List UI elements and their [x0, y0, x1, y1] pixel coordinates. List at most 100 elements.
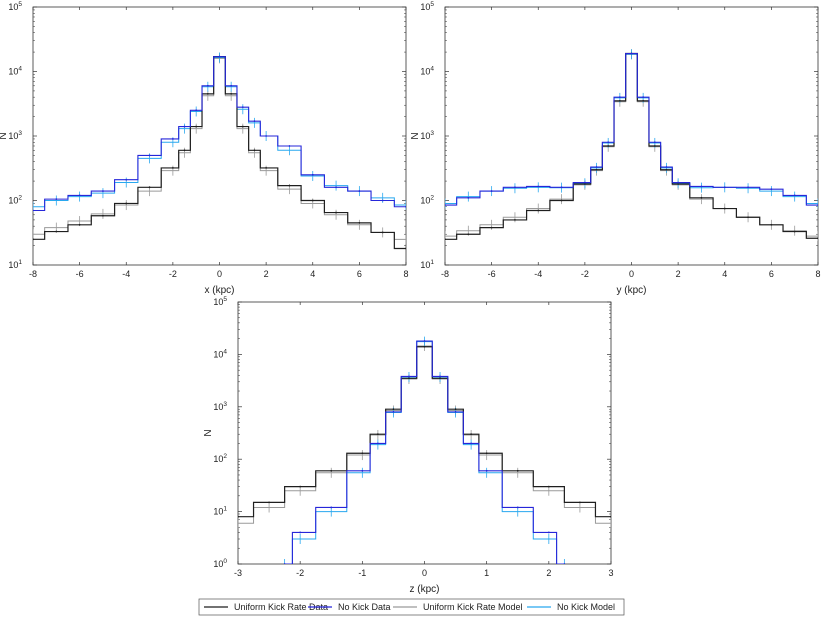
- data-point-nokick-data: [361, 469, 364, 472]
- data-point-uniform-data: [268, 501, 270, 504]
- data-point-uniform-data: [241, 125, 244, 128]
- data-point-uniform-data: [361, 452, 364, 455]
- data-point-uniform-data: [445, 238, 446, 241]
- y-tick-exponent: 4: [18, 66, 22, 73]
- data-point-nokick-data: [125, 178, 128, 181]
- y-tick-exponent: 2: [430, 195, 434, 202]
- data-point-uniform-data: [454, 408, 457, 411]
- data-point-nokick-data: [241, 106, 244, 109]
- data-point-uniform-data: [665, 168, 668, 171]
- y-tick-base: 10: [420, 260, 430, 270]
- y-tick-label: 103: [8, 130, 22, 141]
- data-point-uniform-data: [439, 377, 441, 380]
- x-tick-label: 2: [546, 568, 551, 578]
- y-tick-label: 104: [8, 66, 22, 77]
- data-point-nokick-data: [560, 186, 563, 189]
- data-point-uniform-data: [516, 469, 519, 472]
- data-point-uniform-data: [311, 199, 314, 202]
- data-point-nokick-data: [595, 166, 598, 168]
- data-point-uniform-data: [265, 167, 268, 169]
- data-point-nokick-data: [583, 181, 586, 184]
- data-point-nokick-data: [230, 84, 233, 87]
- x-tick-label: -1: [358, 568, 366, 578]
- data-point-uniform-data: [677, 183, 680, 185]
- data-point-nokick-data: [547, 531, 550, 534]
- y-tick-label: 102: [420, 195, 434, 206]
- x-tick-label: 0: [629, 269, 634, 279]
- y-tick-base: 10: [8, 260, 18, 270]
- data-point-uniform-data: [125, 202, 128, 205]
- data-point-uniform-data: [618, 100, 621, 102]
- data-point-uniform-data: [33, 238, 34, 241]
- data-point-nokick-data: [408, 375, 410, 378]
- data-point-uniform-data: [490, 226, 493, 229]
- y-tick-base: 10: [8, 2, 18, 12]
- y-tick-label: 105: [420, 1, 434, 12]
- y-tick-label: 102: [8, 195, 22, 206]
- data-point-uniform-data: [238, 515, 239, 518]
- x-tick-label: -4: [122, 269, 130, 279]
- data-point-uniform-data: [330, 469, 333, 472]
- y-axis-label: N: [0, 132, 9, 139]
- data-point-nokick-data: [563, 563, 566, 564]
- data-point-uniform-data: [392, 408, 395, 411]
- data-point-nokick-data: [253, 120, 256, 123]
- data-point-nokick-data: [514, 186, 516, 189]
- x-axis-label: y (kpc): [617, 285, 647, 296]
- x-tick-label: 2: [676, 269, 681, 279]
- data-point-nokick-data: [265, 135, 268, 137]
- y-tick-exponent: 4: [223, 348, 227, 355]
- y-tick-exponent: 1: [223, 506, 227, 513]
- data-point-uniform-data: [405, 247, 406, 250]
- legend-label: Uniform Kick Rate Model: [423, 602, 523, 612]
- legend: Uniform Kick Rate Data No Kick Data Unifor…: [198, 598, 625, 616]
- y-tick-label: 104: [213, 348, 227, 359]
- series-line-uniform-data: [445, 52, 818, 240]
- data-point-nokick-data: [817, 204, 818, 206]
- x-tick-label: -2: [169, 269, 177, 279]
- data-point-uniform-data: [55, 230, 58, 233]
- data-point-uniform-data: [700, 196, 703, 199]
- data-point-nokick-data: [747, 186, 749, 189]
- legend-label: Uniform Kick Rate Data: [234, 602, 328, 612]
- data-point-nokick-data: [700, 185, 703, 188]
- data-point-uniform-data: [560, 199, 563, 202]
- data-point-nokick-data: [642, 96, 645, 99]
- data-point-nokick-data: [439, 375, 441, 378]
- x-tick-label: 0: [217, 269, 222, 279]
- data-point-uniform-data: [470, 433, 473, 436]
- x-tick-label: 2: [264, 269, 269, 279]
- x-tick-label: 0: [422, 568, 427, 578]
- series-line-nokick-model: [33, 56, 406, 208]
- axes-frame: [444, 6, 819, 266]
- data-point-uniform-data: [642, 100, 645, 102]
- data-point-uniform-data: [537, 209, 540, 212]
- data-point-uniform-data: [195, 125, 198, 128]
- data-point-nokick-data: [195, 109, 198, 112]
- x-tick-label: 1: [484, 568, 489, 578]
- legend-label: No Kick Model: [557, 602, 615, 612]
- data-point-uniform-data: [230, 92, 233, 95]
- x-tick-label: -2: [296, 568, 304, 578]
- data-point-nokick-data: [653, 141, 656, 144]
- y-tick-exponent: 3: [430, 130, 434, 137]
- y-axis-label: N: [203, 429, 214, 436]
- data-point-uniform-data: [102, 214, 104, 217]
- y-tick-base: 10: [420, 131, 430, 141]
- x-axis-label: x (kpc): [205, 285, 235, 296]
- data-point-nokick-data: [405, 205, 406, 208]
- data-point-nokick-data: [376, 442, 379, 445]
- y-tick-label: 102: [213, 453, 227, 464]
- x-tick-label: -8: [29, 269, 37, 279]
- series-line-nokick-model: [445, 53, 818, 204]
- series-line-nokick-data: [33, 56, 406, 212]
- x-tick-label: 4: [722, 269, 727, 279]
- legend-label: No Kick Data: [338, 602, 391, 612]
- data-point-nokick-data: [218, 55, 221, 58]
- y-tick-base: 10: [213, 454, 223, 464]
- data-point-uniform-data: [595, 168, 598, 171]
- x-tick-label: -4: [534, 269, 542, 279]
